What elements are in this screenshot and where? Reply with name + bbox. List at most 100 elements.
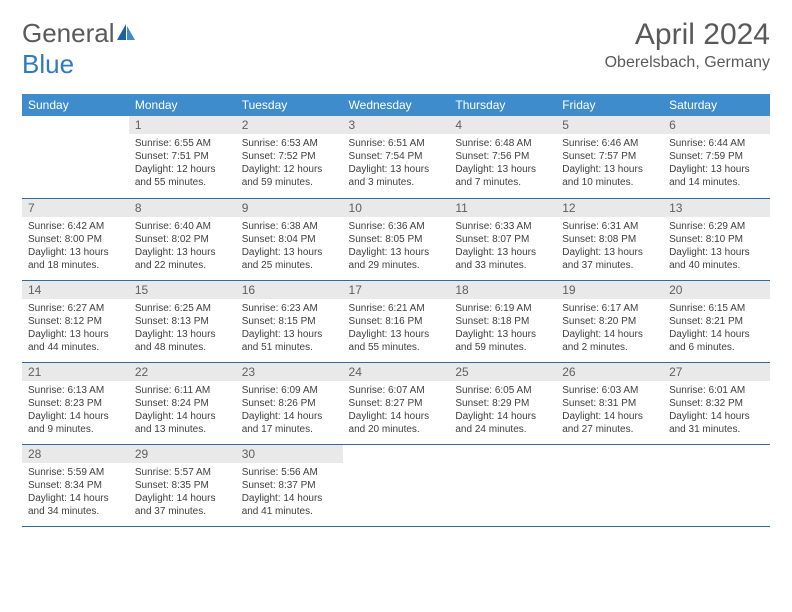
header: General Blue April 2024 Oberelsbach, Ger… [22, 18, 770, 80]
logo-text: General Blue [22, 18, 137, 80]
logo-word1: General [22, 18, 115, 48]
day-cell: 15Sunrise: 6:25 AMSunset: 8:13 PMDayligh… [129, 280, 236, 362]
day-cell: 16Sunrise: 6:23 AMSunset: 8:15 PMDayligh… [236, 280, 343, 362]
day-cell: 21Sunrise: 6:13 AMSunset: 8:23 PMDayligh… [22, 362, 129, 444]
day-body: Sunrise: 6:05 AMSunset: 8:29 PMDaylight:… [449, 381, 556, 440]
location: Oberelsbach, Germany [605, 54, 770, 72]
day-cell: 13Sunrise: 6:29 AMSunset: 8:10 PMDayligh… [663, 198, 770, 280]
day-cell: 17Sunrise: 6:21 AMSunset: 8:16 PMDayligh… [343, 280, 450, 362]
calendar-table: SundayMondayTuesdayWednesdayThursdayFrid… [22, 94, 770, 527]
day-cell: 24Sunrise: 6:07 AMSunset: 8:27 PMDayligh… [343, 362, 450, 444]
day-number: 8 [129, 199, 236, 217]
day-cell [663, 444, 770, 526]
day-header: Wednesday [343, 94, 450, 116]
day-number: 28 [22, 445, 129, 463]
day-body: Sunrise: 6:31 AMSunset: 8:08 PMDaylight:… [556, 217, 663, 276]
day-cell: 1Sunrise: 6:55 AMSunset: 7:51 PMDaylight… [129, 116, 236, 198]
day-cell [22, 116, 129, 198]
day-body: Sunrise: 6:46 AMSunset: 7:57 PMDaylight:… [556, 134, 663, 193]
day-body: Sunrise: 6:48 AMSunset: 7:56 PMDaylight:… [449, 134, 556, 193]
day-number: 27 [663, 363, 770, 381]
day-body: Sunrise: 5:56 AMSunset: 8:37 PMDaylight:… [236, 463, 343, 522]
day-body: Sunrise: 6:13 AMSunset: 8:23 PMDaylight:… [22, 381, 129, 440]
day-cell: 19Sunrise: 6:17 AMSunset: 8:20 PMDayligh… [556, 280, 663, 362]
day-number: 17 [343, 281, 450, 299]
day-number: 1 [129, 116, 236, 134]
day-number: 20 [663, 281, 770, 299]
day-cell: 26Sunrise: 6:03 AMSunset: 8:31 PMDayligh… [556, 362, 663, 444]
day-body: Sunrise: 6:40 AMSunset: 8:02 PMDaylight:… [129, 217, 236, 276]
day-body: Sunrise: 6:51 AMSunset: 7:54 PMDaylight:… [343, 134, 450, 193]
day-body: Sunrise: 6:25 AMSunset: 8:13 PMDaylight:… [129, 299, 236, 358]
week-row: 1Sunrise: 6:55 AMSunset: 7:51 PMDaylight… [22, 116, 770, 198]
day-body: Sunrise: 5:57 AMSunset: 8:35 PMDaylight:… [129, 463, 236, 522]
day-body: Sunrise: 6:17 AMSunset: 8:20 PMDaylight:… [556, 299, 663, 358]
calendar-head: SundayMondayTuesdayWednesdayThursdayFrid… [22, 94, 770, 116]
day-cell [556, 444, 663, 526]
day-number: 15 [129, 281, 236, 299]
day-cell: 2Sunrise: 6:53 AMSunset: 7:52 PMDaylight… [236, 116, 343, 198]
day-body: Sunrise: 6:11 AMSunset: 8:24 PMDaylight:… [129, 381, 236, 440]
day-header: Thursday [449, 94, 556, 116]
day-cell: 18Sunrise: 6:19 AMSunset: 8:18 PMDayligh… [449, 280, 556, 362]
day-body: Sunrise: 6:38 AMSunset: 8:04 PMDaylight:… [236, 217, 343, 276]
day-body: Sunrise: 6:23 AMSunset: 8:15 PMDaylight:… [236, 299, 343, 358]
day-header: Saturday [663, 94, 770, 116]
day-number: 30 [236, 445, 343, 463]
day-body: Sunrise: 6:21 AMSunset: 8:16 PMDaylight:… [343, 299, 450, 358]
day-body: Sunrise: 6:29 AMSunset: 8:10 PMDaylight:… [663, 217, 770, 276]
day-cell: 4Sunrise: 6:48 AMSunset: 7:56 PMDaylight… [449, 116, 556, 198]
day-body: Sunrise: 6:09 AMSunset: 8:26 PMDaylight:… [236, 381, 343, 440]
day-number: 24 [343, 363, 450, 381]
day-body: Sunrise: 6:03 AMSunset: 8:31 PMDaylight:… [556, 381, 663, 440]
day-cell: 25Sunrise: 6:05 AMSunset: 8:29 PMDayligh… [449, 362, 556, 444]
day-number: 9 [236, 199, 343, 217]
week-row: 21Sunrise: 6:13 AMSunset: 8:23 PMDayligh… [22, 362, 770, 444]
day-cell: 12Sunrise: 6:31 AMSunset: 8:08 PMDayligh… [556, 198, 663, 280]
day-number: 23 [236, 363, 343, 381]
day-number: 11 [449, 199, 556, 217]
day-cell: 8Sunrise: 6:40 AMSunset: 8:02 PMDaylight… [129, 198, 236, 280]
day-body: Sunrise: 6:33 AMSunset: 8:07 PMDaylight:… [449, 217, 556, 276]
day-number: 12 [556, 199, 663, 217]
logo: General Blue [22, 18, 137, 80]
day-body: Sunrise: 6:44 AMSunset: 7:59 PMDaylight:… [663, 134, 770, 193]
day-number [663, 445, 770, 449]
day-number: 19 [556, 281, 663, 299]
day-number [449, 445, 556, 449]
day-body: Sunrise: 6:15 AMSunset: 8:21 PMDaylight:… [663, 299, 770, 358]
day-cell: 22Sunrise: 6:11 AMSunset: 8:24 PMDayligh… [129, 362, 236, 444]
day-number: 6 [663, 116, 770, 134]
day-cell: 6Sunrise: 6:44 AMSunset: 7:59 PMDaylight… [663, 116, 770, 198]
day-header: Sunday [22, 94, 129, 116]
day-header-row: SundayMondayTuesdayWednesdayThursdayFrid… [22, 94, 770, 116]
day-number [343, 445, 450, 449]
day-number: 7 [22, 199, 129, 217]
day-cell: 11Sunrise: 6:33 AMSunset: 8:07 PMDayligh… [449, 198, 556, 280]
day-cell: 10Sunrise: 6:36 AMSunset: 8:05 PMDayligh… [343, 198, 450, 280]
day-body: Sunrise: 5:59 AMSunset: 8:34 PMDaylight:… [22, 463, 129, 522]
day-cell: 7Sunrise: 6:42 AMSunset: 8:00 PMDaylight… [22, 198, 129, 280]
day-header: Monday [129, 94, 236, 116]
day-cell: 29Sunrise: 5:57 AMSunset: 8:35 PMDayligh… [129, 444, 236, 526]
day-cell: 27Sunrise: 6:01 AMSunset: 8:32 PMDayligh… [663, 362, 770, 444]
day-cell [449, 444, 556, 526]
month-title: April 2024 [605, 18, 770, 52]
day-number: 10 [343, 199, 450, 217]
day-body: Sunrise: 6:27 AMSunset: 8:12 PMDaylight:… [22, 299, 129, 358]
day-cell: 23Sunrise: 6:09 AMSunset: 8:26 PMDayligh… [236, 362, 343, 444]
day-header: Friday [556, 94, 663, 116]
week-row: 28Sunrise: 5:59 AMSunset: 8:34 PMDayligh… [22, 444, 770, 526]
day-number: 4 [449, 116, 556, 134]
day-cell: 30Sunrise: 5:56 AMSunset: 8:37 PMDayligh… [236, 444, 343, 526]
day-number: 13 [663, 199, 770, 217]
day-body: Sunrise: 6:19 AMSunset: 8:18 PMDaylight:… [449, 299, 556, 358]
day-cell: 28Sunrise: 5:59 AMSunset: 8:34 PMDayligh… [22, 444, 129, 526]
day-body: Sunrise: 6:55 AMSunset: 7:51 PMDaylight:… [129, 134, 236, 193]
week-row: 14Sunrise: 6:27 AMSunset: 8:12 PMDayligh… [22, 280, 770, 362]
day-number: 16 [236, 281, 343, 299]
day-number: 3 [343, 116, 450, 134]
day-body: Sunrise: 6:07 AMSunset: 8:27 PMDaylight:… [343, 381, 450, 440]
calendar-body: 1Sunrise: 6:55 AMSunset: 7:51 PMDaylight… [22, 116, 770, 526]
day-cell: 14Sunrise: 6:27 AMSunset: 8:12 PMDayligh… [22, 280, 129, 362]
